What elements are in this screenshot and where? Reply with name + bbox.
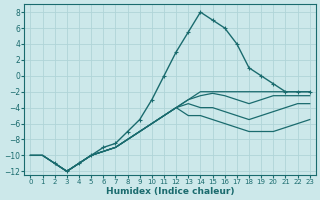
X-axis label: Humidex (Indice chaleur): Humidex (Indice chaleur) (106, 187, 234, 196)
